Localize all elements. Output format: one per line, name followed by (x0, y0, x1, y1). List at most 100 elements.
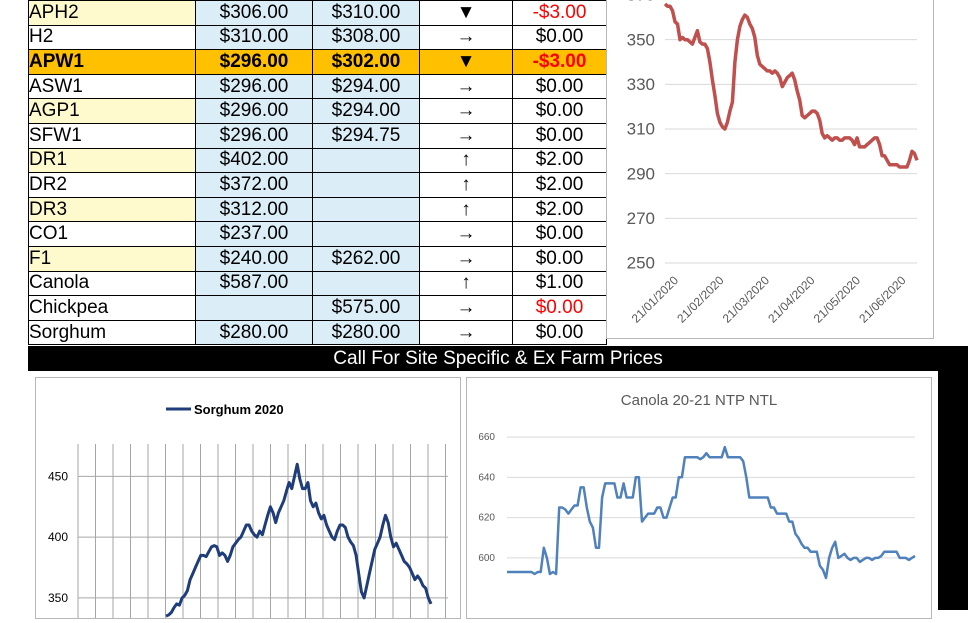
bid-price: $240.00 (195, 245, 313, 272)
price-row-chickpea: Chickpea $575.00 → $0.00 (28, 295, 607, 321)
price-history-svg: 250 270 290 310 330 350 370 21/01/202021/02/202… (627, 0, 919, 326)
commodity-code: AGP1 (28, 98, 196, 124)
x-tick-label: 21/03/2020 (720, 273, 773, 326)
series-line (165, 462, 433, 618)
price-change: $0.00 (512, 319, 607, 346)
trend-arrow-icon: ↑ (419, 270, 513, 297)
y-tick-label: 270 (627, 209, 655, 228)
trend-arrow-icon: → (419, 98, 513, 124)
y-tick-label: 600 (478, 553, 495, 564)
bid-price: $280.00 (195, 319, 313, 346)
price-row-co1: CO1 $237.00 → $0.00 (28, 221, 607, 247)
offer-price (312, 147, 420, 174)
sorghum-svg: Sorghum 2020 350 400 450 (48, 402, 464, 618)
trend-arrow-icon: → (419, 24, 513, 51)
commodity-code: DR2 (28, 172, 196, 198)
y-tick-label: 310 (627, 120, 655, 139)
price-row-sorghum: Sorghum $280.00 $280.00 → $0.00 (28, 319, 607, 346)
price-change: $0.00 (512, 122, 607, 149)
series-line (663, 2, 919, 169)
y-tick-label: 250 (627, 254, 655, 273)
bid-price: $296.00 (195, 73, 313, 100)
price-change: $2.00 (512, 172, 607, 198)
offer-price: $294.00 (312, 98, 420, 124)
price-row-aph2: APH2 $306.00 $310.00 ▼ -$3.00 (28, 0, 607, 26)
price-table: APH2 $306.00 $310.00 ▼ -$3.00 H2 $310.00 $308.0… (28, 0, 607, 346)
commodity-code: DR3 (28, 196, 196, 223)
bid-price: $310.00 (195, 24, 313, 51)
price-row-h2: H2 $310.00 $308.00 → $0.00 (28, 24, 607, 51)
price-row-dr1: DR1 $402.00 ↑ $2.00 (28, 147, 607, 174)
price-row-asw1: ASW1 $296.00 $294.00 → $0.00 (28, 73, 607, 100)
y-tick-label: 290 (627, 164, 655, 183)
y-tick-label: 400 (48, 530, 68, 544)
price-row-dr3: DR3 $312.00 ↑ $2.00 (28, 196, 607, 223)
site-specific-banner: Call For Site Specific & Ex Farm Prices (28, 346, 968, 371)
offer-price: $294.00 (312, 73, 420, 100)
trend-arrow-icon: ↑ (419, 196, 513, 223)
bid-price: $587.00 (195, 270, 313, 297)
x-tick-label: 21/04/2020 (765, 273, 818, 326)
trend-arrow-icon: → (419, 122, 513, 149)
x-tick-label: 21/02/2020 (674, 273, 727, 326)
bid-price: $296.00 (195, 122, 313, 149)
offer-price: $308.00 (312, 24, 420, 51)
y-tick-label: 370 (627, 0, 655, 5)
trend-arrow-icon: → (419, 221, 513, 247)
bid-price (195, 295, 313, 321)
price-change: $0.00 (512, 245, 607, 272)
bid-price: $296.00 (195, 49, 313, 75)
price-row-apw1: APW1 $296.00 $302.00 ▼ -$3.00 (28, 49, 607, 75)
commodity-code: CO1 (28, 221, 196, 247)
canola-chart: Canola 20-21 NTP NTL 600 620 640 660 (466, 377, 932, 619)
offer-price: $262.00 (312, 245, 420, 272)
commodity-code: Chickpea (28, 295, 196, 321)
bid-price: $306.00 (195, 0, 313, 26)
price-change: -$3.00 (512, 49, 607, 75)
offer-price: $302.00 (312, 49, 420, 75)
price-change: $0.00 (512, 73, 607, 100)
y-tick-label: 350 (48, 591, 68, 605)
x-tick-label: 21/05/2020 (811, 273, 864, 326)
bid-price: $312.00 (195, 196, 313, 223)
offer-price (312, 172, 420, 198)
offer-price (312, 196, 420, 223)
y-tick-label: 350 (627, 30, 655, 49)
y-tick-label: 450 (48, 469, 68, 483)
trend-arrow-icon: ↑ (419, 147, 513, 174)
trend-arrow-icon: ▼ (419, 49, 513, 75)
price-change: $0.00 (512, 221, 607, 247)
sorghum-chart: Sorghum 2020 350 400 450 (35, 377, 464, 619)
commodity-code: APH2 (28, 0, 196, 26)
bid-price: $296.00 (195, 98, 313, 124)
price-change: -$3.00 (512, 0, 607, 26)
trend-arrow-icon: ▼ (419, 0, 513, 26)
price-change: $2.00 (512, 196, 607, 223)
offer-price: $575.00 (312, 295, 420, 321)
x-tick-label: 21/06/2020 (856, 273, 909, 326)
y-tick-label: 640 (478, 472, 495, 483)
price-row-f1: F1 $240.00 $262.00 → $0.00 (28, 245, 607, 272)
legend-label: Sorghum 2020 (194, 402, 284, 417)
y-tick-label: 660 (478, 432, 495, 443)
commodity-code: F1 (28, 245, 196, 272)
bid-price: $402.00 (195, 147, 313, 174)
commodity-code: Canola (28, 270, 196, 297)
commodity-code: H2 (28, 24, 196, 51)
offer-price (312, 221, 420, 247)
canola-svg: Canola 20-21 NTP NTL 600 620 640 660 (478, 392, 916, 580)
bid-price: $237.00 (195, 221, 313, 247)
price-change: $1.00 (512, 270, 607, 297)
series-line (507, 445, 916, 580)
price-change: $0.00 (512, 295, 607, 321)
price-change: $0.00 (512, 98, 607, 124)
offer-price: $280.00 (312, 319, 420, 346)
commodity-code: DR1 (28, 147, 196, 174)
left-margin (0, 0, 28, 610)
y-tick-label: 330 (627, 75, 655, 94)
price-row-sfw1: SFW1 $296.00 $294.75 → $0.00 (28, 122, 607, 149)
trend-arrow-icon: → (419, 295, 513, 321)
offer-price: $294.75 (312, 122, 420, 149)
y-tick-label: 620 (478, 513, 495, 524)
bid-price: $372.00 (195, 172, 313, 198)
